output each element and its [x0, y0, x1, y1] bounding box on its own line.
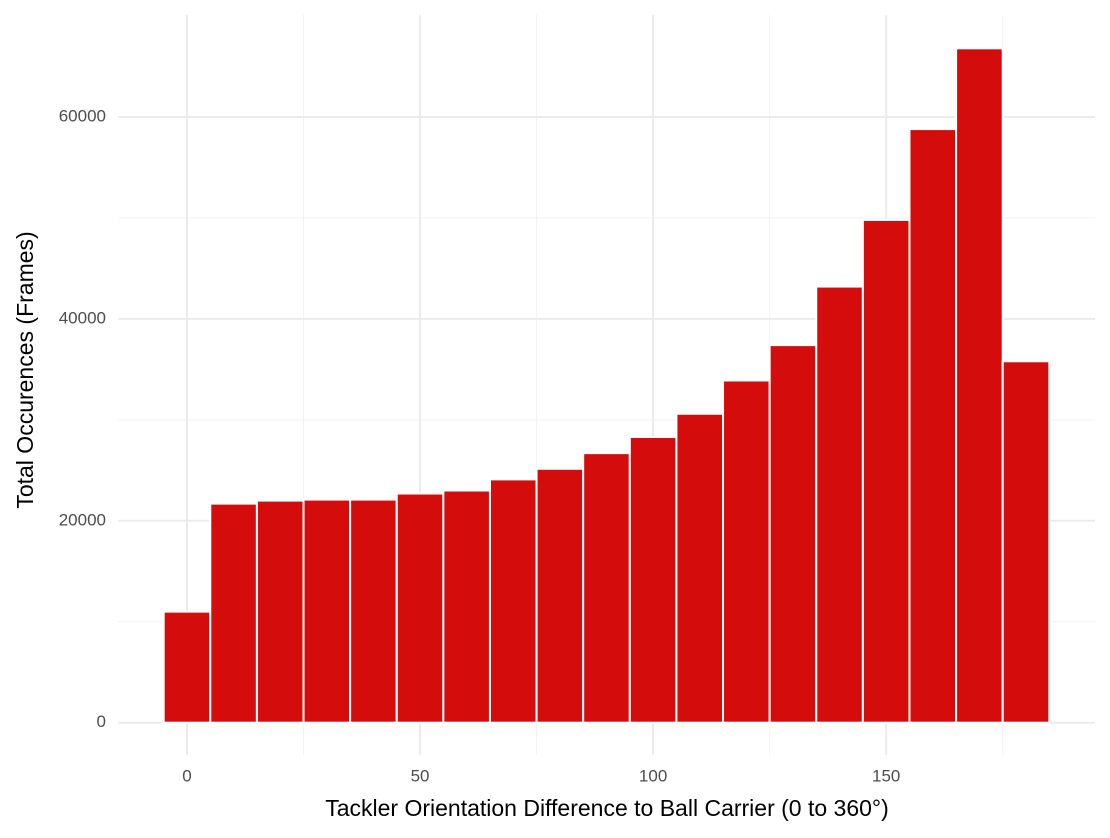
bar — [908, 128, 958, 724]
y-tick-label: 60000 — [59, 106, 106, 125]
y-tick-label: 40000 — [59, 308, 106, 327]
x-axis-title: Tackler Orientation Difference to Ball C… — [325, 795, 889, 821]
bar — [535, 467, 585, 724]
x-tick-label: 0 — [182, 766, 191, 785]
y-tick-label: 0 — [97, 712, 106, 731]
bar — [722, 379, 771, 724]
y-axis-title: Total Occurences (Frames) — [12, 231, 38, 508]
bar — [675, 412, 725, 724]
bar — [582, 452, 631, 724]
bar — [255, 499, 305, 724]
bar — [302, 498, 352, 724]
bar — [628, 435, 678, 724]
bar — [815, 285, 864, 724]
bar — [349, 498, 398, 724]
x-tick-label: 50 — [411, 766, 430, 785]
x-tick-label: 150 — [872, 766, 900, 785]
bar — [395, 492, 445, 724]
x-tick-label: 100 — [639, 766, 667, 785]
bar — [488, 478, 538, 724]
bar — [768, 344, 818, 724]
bar — [861, 218, 911, 724]
y-tick-label: 20000 — [59, 510, 106, 529]
bar — [442, 489, 491, 724]
bar — [162, 610, 212, 724]
bar — [955, 47, 1004, 724]
bar — [1001, 360, 1051, 724]
bar — [209, 502, 258, 724]
